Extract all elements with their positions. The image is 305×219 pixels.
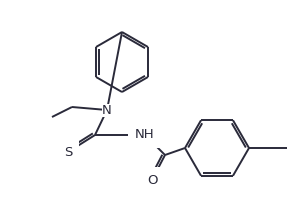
- Text: N: N: [102, 104, 112, 117]
- Text: O: O: [147, 173, 157, 187]
- Text: S: S: [64, 145, 72, 159]
- Text: NH: NH: [135, 129, 155, 141]
